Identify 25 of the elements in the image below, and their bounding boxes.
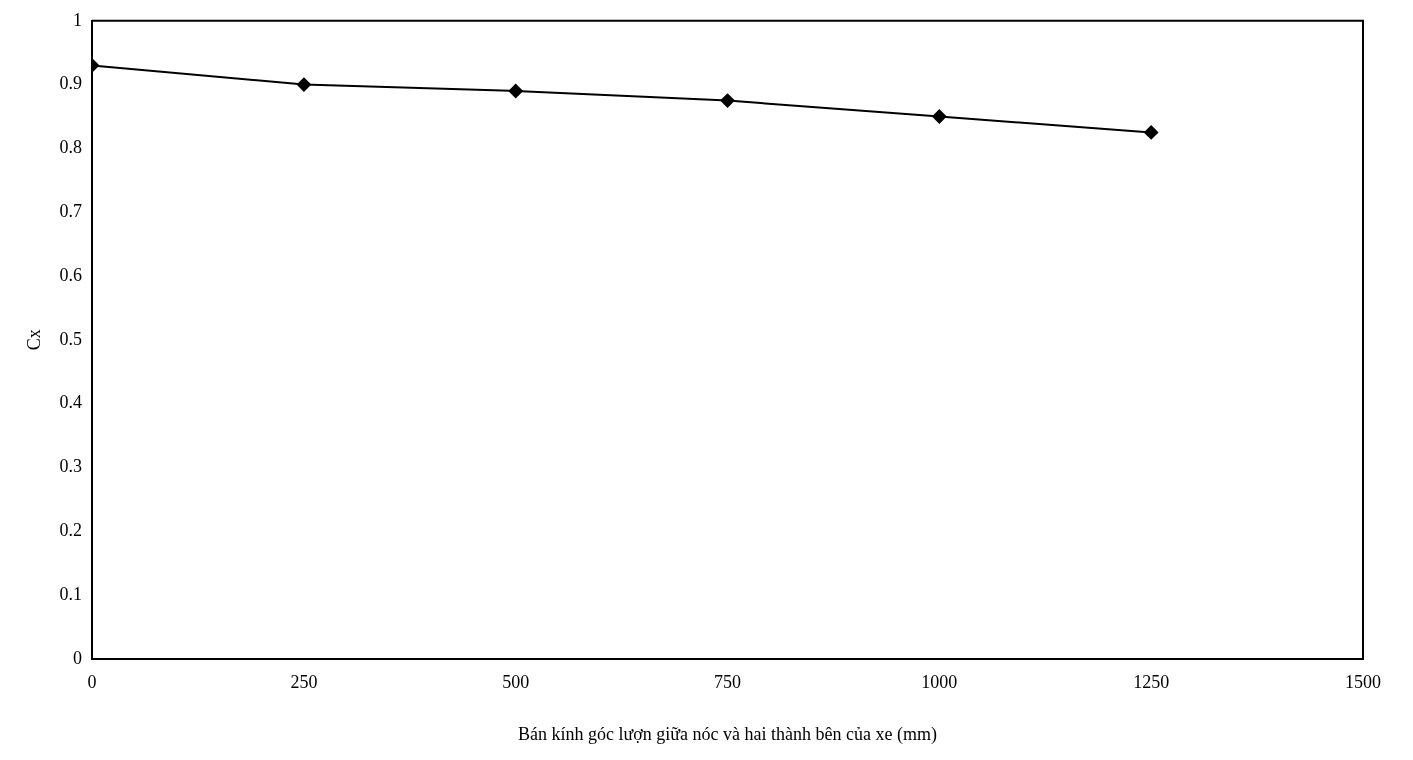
x-tick-label: 1500 [1345, 672, 1381, 693]
y-tick-label: 0.2 [59, 519, 83, 540]
point [720, 93, 735, 108]
y-axis-title: Cx [23, 329, 44, 351]
x-tick-label: 1000 [921, 672, 958, 693]
point [932, 109, 947, 124]
x-tick-label: 250 [290, 672, 318, 693]
x-tick-label: 1250 [1133, 672, 1170, 693]
x-tick-label: 0 [87, 672, 97, 693]
y-tick-label: 0.6 [59, 264, 83, 285]
y-tick-label: 0.1 [59, 583, 83, 604]
y-tick-label: 1 [73, 9, 83, 30]
point [296, 77, 311, 92]
point [508, 83, 523, 98]
y-tick-label: 0.9 [59, 73, 83, 94]
y-tick-label: 0 [73, 647, 83, 668]
x-tick-label: 750 [714, 672, 742, 693]
y-tick-label: 0.3 [59, 456, 83, 477]
y-tick-label: 0.4 [59, 392, 83, 413]
y-tick-label: 0.7 [59, 200, 83, 221]
x-axis-title: Bán kính góc lượn giữa nóc và hai thành bên của xe (mm) [518, 723, 938, 745]
y-tick-label: 0.5 [59, 328, 83, 349]
y-tick-label: 0.8 [59, 137, 83, 158]
point [1144, 125, 1159, 140]
x-tick-label: 500 [502, 672, 530, 693]
